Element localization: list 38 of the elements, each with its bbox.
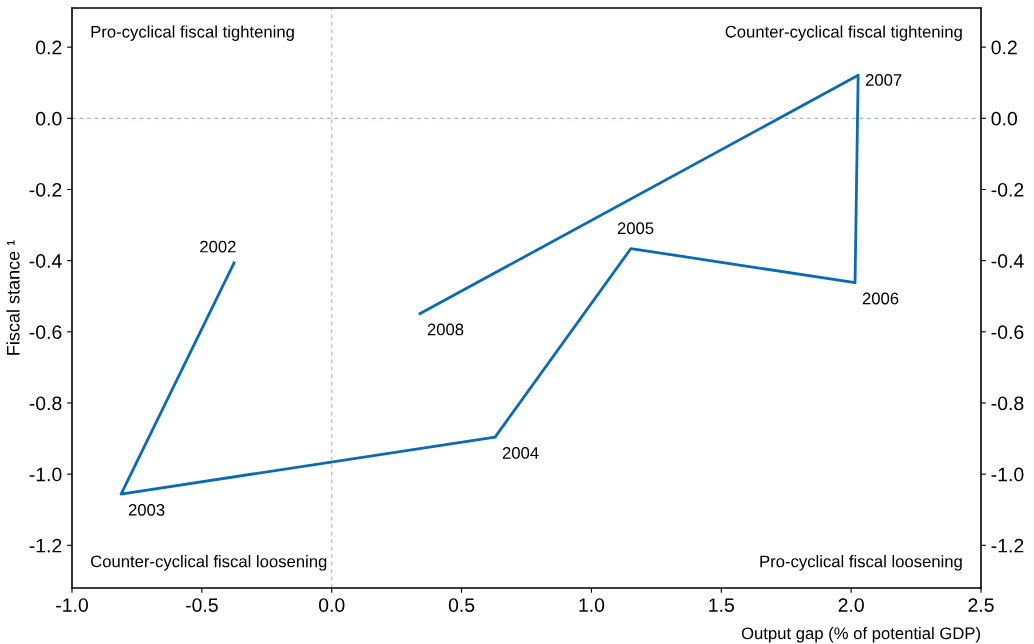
y2-tick-label: -0.4: [991, 254, 1024, 268]
annotation: Pro-cyclical fiscal tightening: [91, 25, 294, 41]
line-series: [119, 73, 860, 496]
y-tick-label: -0.8: [29, 396, 62, 411]
annotation: 2002: [200, 240, 236, 253]
annotation: Pro-cyclical fiscal loosening: [760, 555, 962, 571]
y-tick-label: -1.0: [29, 467, 62, 482]
y2-tick-label: 0.2: [991, 40, 1017, 55]
y-tick-label: -1.2: [29, 538, 62, 553]
y2-tick-label: -1.2: [991, 538, 1024, 553]
y2-tick-label: -0.8: [991, 396, 1024, 411]
x-tick-label: 1.0: [579, 598, 605, 612]
x-tick-label: 0.5: [448, 598, 475, 612]
x-tick-label: 2.5: [968, 598, 994, 612]
x-tick-label: -0.5: [185, 598, 218, 612]
x-tick-label: 1.5: [709, 598, 734, 612]
y-tick-label: 0.0: [36, 111, 62, 126]
annotation: Counter-cyclical fiscal loosening: [91, 555, 327, 571]
annotation: Counter-cyclical fiscal tightening: [725, 25, 962, 41]
y-tick-label: 0.2: [36, 40, 62, 55]
y2-tick-label: 0.0: [991, 111, 1017, 126]
y2-tick-label: -0.2: [991, 182, 1024, 197]
y-tick-label: -0.2: [29, 182, 62, 197]
annotation: 2007: [865, 74, 902, 86]
x-axis-title: Output gap (% of potential GDP): [741, 626, 980, 643]
y-tick-label: -0.4: [29, 254, 62, 268]
y2-tick-label: -1.0: [991, 467, 1024, 482]
annotation: 2003: [128, 503, 165, 516]
annotation: 2006: [862, 292, 899, 305]
x-tick-label: 0.0: [318, 598, 345, 612]
annotation: 2005: [617, 222, 654, 235]
x-tick-label: -1.0: [56, 598, 88, 612]
annotation: 2008: [427, 323, 464, 336]
y-tick-label: -0.6: [29, 325, 62, 340]
annotation: 2004: [502, 447, 539, 459]
y2-tick-label: -0.6: [991, 325, 1024, 340]
y-axis-title: Fiscal stance ¹: [6, 240, 20, 355]
x-tick-label: 2.0: [838, 598, 864, 612]
